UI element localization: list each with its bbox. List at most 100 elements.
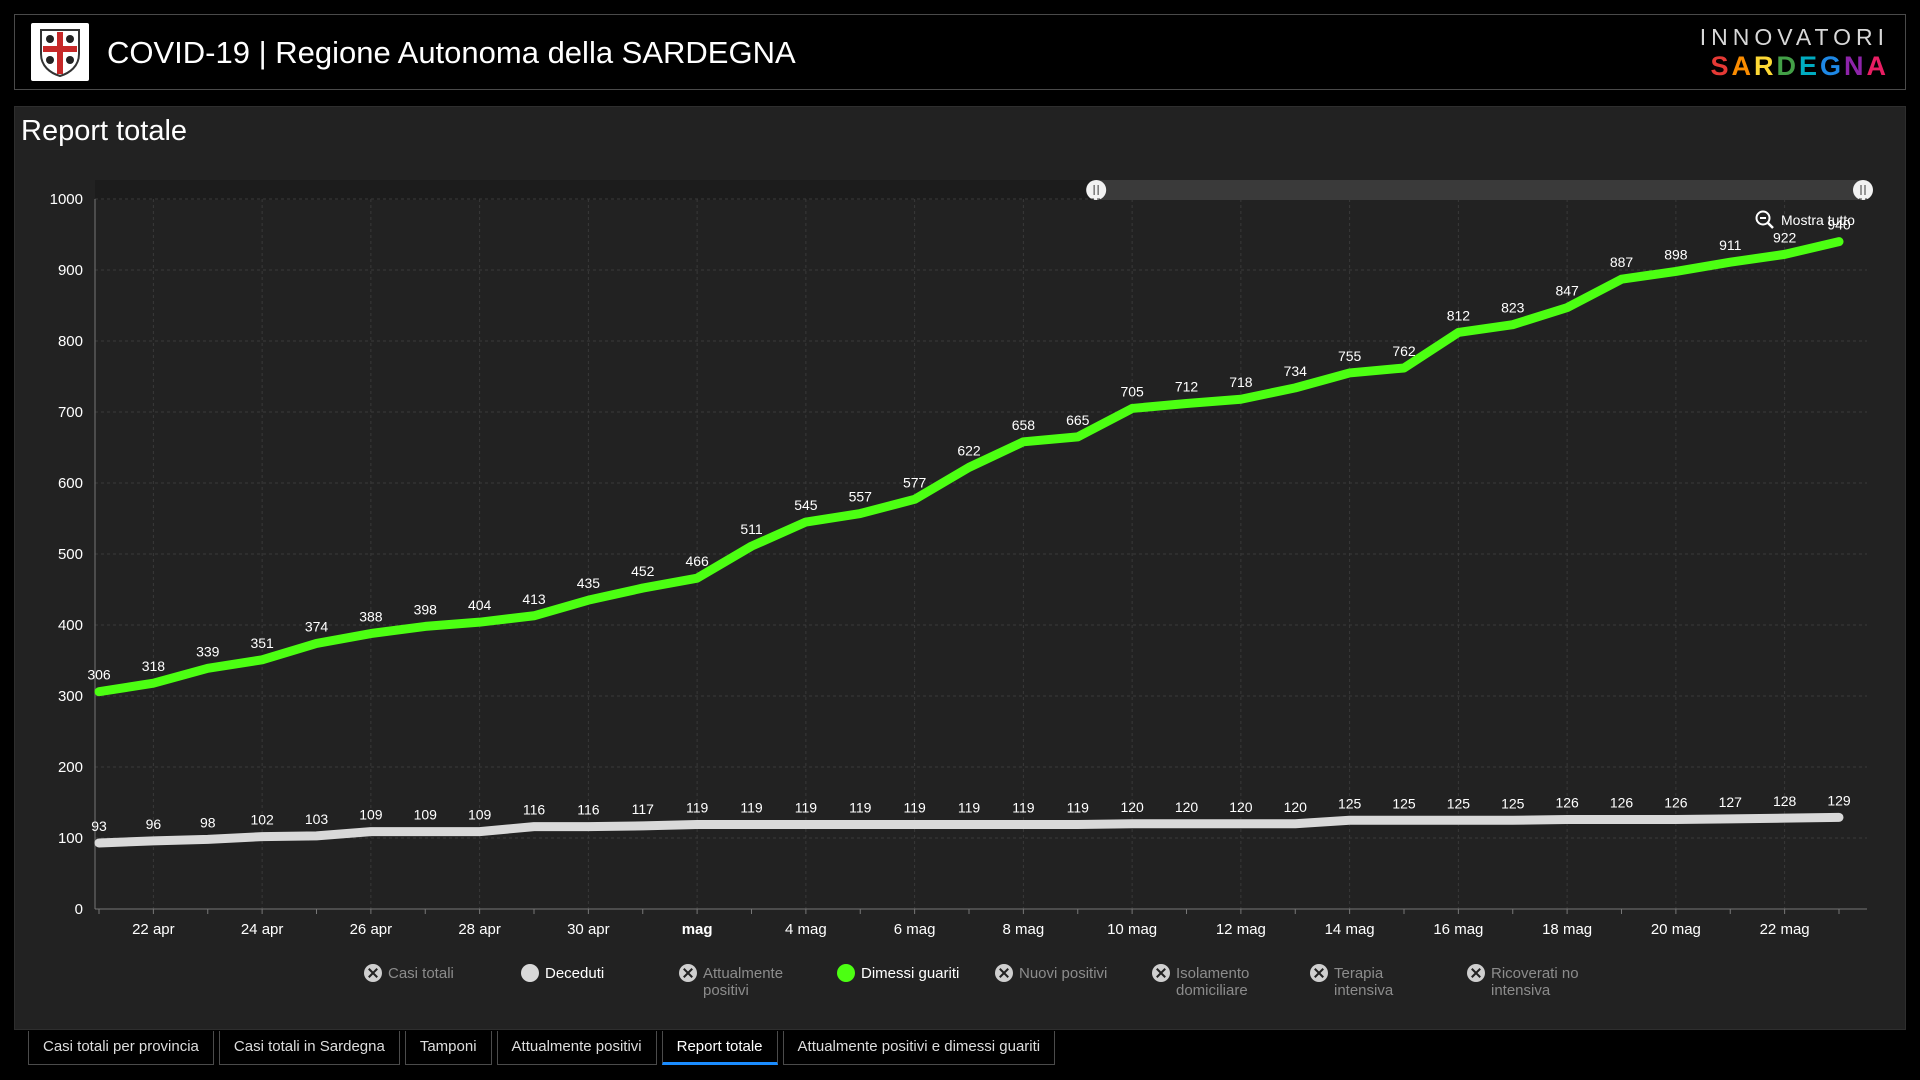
data-label: 127 xyxy=(1719,794,1743,810)
data-label: 102 xyxy=(250,812,274,828)
tab-report-totale[interactable]: Report totale xyxy=(661,1031,778,1065)
tab-bar: Casi totali per provincia Casi totali in … xyxy=(28,1031,1056,1065)
y-tick-label: 800 xyxy=(58,333,83,350)
data-label: 125 xyxy=(1501,795,1525,811)
x-tick-label: mag xyxy=(682,921,713,938)
legend-label: Ricoverati no intensiva xyxy=(1491,965,1579,999)
range-slider-selection xyxy=(1096,180,1867,200)
data-label: 665 xyxy=(1066,412,1090,428)
data-label: 762 xyxy=(1392,343,1416,359)
data-label: 96 xyxy=(146,816,162,832)
legend-label: Deceduti xyxy=(545,965,605,982)
innovatori-sardegna-logo: INNOVATORI SARDEGNA xyxy=(1700,23,1889,81)
chart-legend: Casi totali Deceduti Attualmente positivi D… xyxy=(15,964,1905,1025)
x-tick-label: 18 mag xyxy=(1542,921,1592,938)
y-tick-label: 200 xyxy=(58,759,83,776)
show-all-button[interactable]: Mostra tutto xyxy=(1755,210,1855,230)
range-slider-handle[interactable] xyxy=(1086,180,1107,200)
legend-dot-icon xyxy=(837,964,855,982)
data-label: 119 xyxy=(849,800,872,816)
legend-disabled-icon xyxy=(364,964,382,982)
x-tick-label: 22 mag xyxy=(1760,921,1810,938)
report-panel: Report totale 0 100 200 300 400 500 600 700 800 9… xyxy=(14,106,1906,1030)
x-tick-label: 12 mag xyxy=(1216,921,1266,938)
data-label: 435 xyxy=(577,575,601,591)
data-label: 109 xyxy=(468,807,492,823)
legend-label: Isolamento domiciliare xyxy=(1176,965,1250,999)
show-all-label: Mostra tutto xyxy=(1781,212,1855,228)
legend-item[interactable]: Attualmente positivi xyxy=(679,964,803,999)
x-tick-label: 28 apr xyxy=(458,921,501,938)
data-label: 119 xyxy=(686,800,709,816)
x-tick-label: 24 apr xyxy=(241,921,284,938)
data-label: 93 xyxy=(91,818,107,834)
legend-disabled-icon xyxy=(679,964,697,982)
data-label: 103 xyxy=(305,811,329,827)
data-label: 887 xyxy=(1610,254,1634,270)
tab-attualmente-positivi-e-dimessi-guariti[interactable]: Attualmente positivi e dimessi guariti xyxy=(782,1031,1056,1065)
legend-item[interactable]: Terapia intensiva xyxy=(1310,964,1434,999)
tab-casi-totali-in-sardegna[interactable]: Casi totali in Sardegna xyxy=(218,1031,400,1065)
brand-bottom-text: SARDEGNA xyxy=(1710,51,1889,81)
data-label: 812 xyxy=(1447,307,1471,323)
tab-casi-totali-per-provincia[interactable]: Casi totali per provincia xyxy=(28,1031,214,1065)
legend-disabled-icon xyxy=(1310,964,1328,982)
data-label: 126 xyxy=(1664,795,1688,811)
tab-attualmente-positivi[interactable]: Attualmente positivi xyxy=(496,1031,657,1065)
x-tick-label: 6 mag xyxy=(894,921,936,938)
legend-disabled-icon xyxy=(1152,964,1170,982)
legend-label: Nuovi positivi xyxy=(1019,965,1108,982)
data-label: 128 xyxy=(1773,793,1797,809)
data-label: 705 xyxy=(1120,383,1144,399)
data-label: 622 xyxy=(957,442,981,458)
legend-item[interactable]: Deceduti xyxy=(521,964,605,982)
data-label: 339 xyxy=(196,643,220,659)
data-label: 940 xyxy=(1827,217,1851,233)
data-label: 557 xyxy=(849,489,873,505)
legend-item[interactable]: Nuovi positivi xyxy=(995,964,1108,982)
data-label: 404 xyxy=(468,597,492,613)
x-tick-label: 14 mag xyxy=(1325,921,1375,938)
y-tick-label: 0 xyxy=(75,901,83,918)
legend-item[interactable]: Ricoverati no intensiva xyxy=(1467,964,1591,999)
legend-disabled-icon xyxy=(995,964,1013,982)
zoom-out-icon xyxy=(1755,210,1774,229)
series-line-deceduti xyxy=(94,812,1844,848)
data-label: 545 xyxy=(794,497,818,513)
tab-tamponi[interactable]: Tamponi xyxy=(404,1031,492,1065)
data-label: 129 xyxy=(1827,792,1851,808)
data-label: 120 xyxy=(1284,799,1308,815)
y-tick-label: 100 xyxy=(58,830,83,847)
legend-item[interactable]: Casi totali xyxy=(364,964,454,982)
range-slider-handle[interactable] xyxy=(1853,180,1873,200)
legend-label: Casi totali xyxy=(388,965,454,982)
legend-disabled-icon xyxy=(1467,964,1485,982)
data-label: 306 xyxy=(87,667,111,683)
data-label: 119 xyxy=(795,800,818,816)
x-tick-label: 22 apr xyxy=(132,921,175,938)
x-tick-label: 16 mag xyxy=(1433,921,1483,938)
data-label: 119 xyxy=(740,800,763,816)
data-label: 117 xyxy=(632,801,655,817)
y-tick-label: 500 xyxy=(58,546,83,563)
data-label: 755 xyxy=(1338,348,1362,364)
data-label: 911 xyxy=(1719,237,1742,253)
data-label: 712 xyxy=(1175,378,1199,394)
legend-label: Dimessi guariti xyxy=(861,965,960,982)
data-label: 126 xyxy=(1555,795,1579,811)
data-label: 119 xyxy=(958,800,981,816)
brand-top-text: INNOVATORI xyxy=(1699,24,1889,50)
legend-item[interactable]: Isolamento domiciliare xyxy=(1152,964,1276,999)
legend-item[interactable]: Dimessi guariti xyxy=(837,964,960,982)
data-label: 119 xyxy=(903,800,926,816)
y-tick-label: 700 xyxy=(58,404,83,421)
data-label: 126 xyxy=(1610,795,1634,811)
x-tick-label: 20 mag xyxy=(1651,921,1701,938)
x-tick-label: 8 mag xyxy=(1003,921,1045,938)
data-label: 351 xyxy=(250,635,274,651)
data-label: 318 xyxy=(142,658,166,674)
x-tick-label: 30 apr xyxy=(567,921,610,938)
legend-dot-icon xyxy=(521,964,539,982)
app-header: COVID-19 | Regione Autonoma della SARDEG… xyxy=(14,14,1906,90)
y-tick-label: 900 xyxy=(58,262,83,279)
